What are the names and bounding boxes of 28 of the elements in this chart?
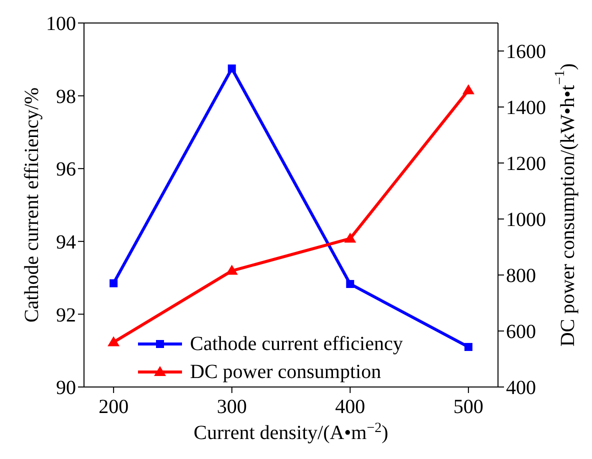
legend-label: DC power consumption (190, 360, 382, 385)
y2-tick-label: 600 (506, 321, 536, 344)
y2-tick-label: 400 (506, 377, 536, 400)
point (110, 279, 118, 288)
point (464, 342, 472, 351)
y2-tick-label: 800 (506, 265, 536, 288)
y-tick-label: 90 (56, 377, 76, 400)
x-tick-label: 400 (335, 396, 366, 418)
y-tick-label: 96 (56, 158, 76, 181)
x-tick-label: 500 (453, 396, 484, 418)
y-tick-label: 100 (46, 13, 76, 36)
y2-tick-label: 1400 (506, 97, 546, 120)
y2-tick-label: 1200 (506, 153, 546, 176)
point (108, 336, 120, 346)
point (228, 64, 236, 72)
y2-tick-label: 1600 (506, 41, 546, 64)
y-tick-label: 98 (56, 86, 76, 108)
y-axis-title: Cathode current efficiency/% (21, 87, 43, 323)
y-tick-label: 92 (56, 304, 76, 326)
x-tick-label: 300 (216, 396, 247, 418)
x-axis-title: Current density/(A•m$^{−2}$) (194, 420, 388, 444)
y2-tick-label: 1000 (506, 209, 546, 232)
point (462, 84, 474, 94)
point (344, 232, 356, 243)
point (346, 280, 354, 288)
x-tick-label: 200 (98, 396, 129, 418)
y-tick-label: 94 (56, 232, 76, 254)
legend-label: Cathode current efficiency (190, 332, 403, 357)
